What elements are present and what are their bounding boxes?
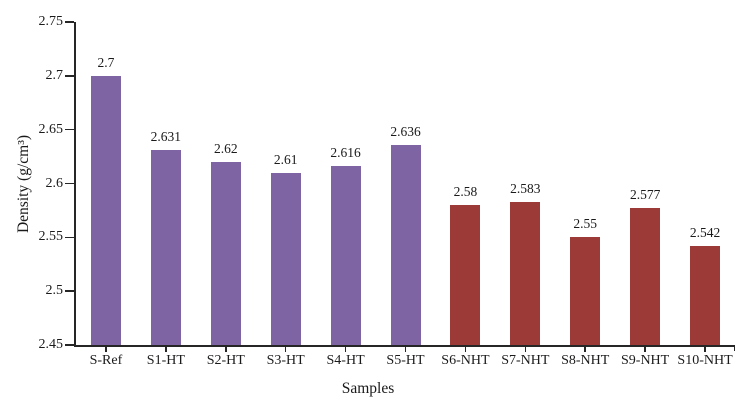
y-axis-tick — [65, 21, 74, 23]
bar — [510, 201, 541, 345]
bar-value-label: 2.583 — [510, 180, 541, 196]
bar — [150, 150, 181, 345]
y-axis-tick — [65, 290, 74, 292]
x-axis-tick-label: S6-NHT — [441, 353, 490, 368]
bar-value-label: 2.62 — [213, 140, 238, 156]
y-axis-tick-label: 2.45 — [38, 337, 64, 352]
bar — [570, 237, 601, 345]
y-axis-tick-label: 2.55 — [38, 229, 64, 245]
y-axis-tick — [65, 182, 74, 185]
x-axis-tick — [584, 347, 586, 352]
bar — [270, 172, 301, 345]
bar-value-label: 2.616 — [330, 145, 361, 161]
bar-value-label: 2.577 — [629, 187, 661, 203]
y-axis-tick-label: 2.6 — [45, 175, 64, 191]
x-axis-tick — [284, 347, 287, 352]
bar-value-label: 2.61 — [273, 151, 298, 167]
x-axis-tick — [524, 347, 527, 352]
y-axis-line — [74, 22, 76, 347]
y-axis-tick — [65, 344, 74, 346]
bar — [450, 205, 481, 345]
y-axis-tick-label: 2.5 — [45, 283, 64, 299]
y-axis-tick-label: 2.65 — [38, 121, 64, 137]
x-axis-tick-label: S2-HT — [206, 353, 245, 368]
y-axis-tick — [65, 75, 74, 77]
x-axis-tick-label: S5-HT — [386, 353, 425, 368]
y-axis-tick-label: 2.7 — [45, 67, 64, 83]
y-axis-tick — [65, 128, 74, 131]
bar-value-label: 2.7 — [97, 54, 115, 70]
x-axis-tick — [464, 347, 467, 352]
bar-value-label: 2.58 — [453, 184, 478, 200]
y-axis-tick-label: 2.75 — [38, 14, 64, 29]
x-axis-tick-label: S-Ref — [89, 353, 123, 368]
bar — [330, 166, 361, 345]
x-axis-tick — [644, 347, 646, 352]
bar-value-label: 2.542 — [689, 224, 721, 240]
x-axis-tick-label: S4-HT — [326, 353, 365, 368]
bar — [390, 144, 421, 345]
x-axis-tick-label: S9-NHT — [621, 353, 670, 368]
x-axis-tick-label: S10-NHT — [677, 353, 733, 368]
bar — [630, 208, 661, 345]
x-axis-tick-label: S1-HT — [146, 353, 185, 368]
bar — [90, 75, 121, 345]
x-axis-tick-label: S7-NHT — [501, 353, 550, 368]
bar — [690, 245, 721, 345]
x-axis-tick — [704, 347, 706, 352]
x-axis-tick — [105, 347, 107, 352]
bar-value-label: 2.636 — [390, 123, 421, 139]
x-axis-line — [74, 345, 735, 347]
x-axis-tick-label: S8-NHT — [561, 353, 610, 368]
x-axis-tick — [225, 347, 227, 352]
x-axis-tick — [165, 347, 167, 352]
x-axis-title: Samples — [341, 380, 395, 397]
y-axis-tick — [65, 236, 74, 239]
x-axis-tick — [404, 347, 407, 352]
bar-value-label: 2.55 — [573, 216, 598, 232]
bar — [210, 161, 241, 345]
x-axis-end-tick — [733, 345, 735, 351]
bar-value-label: 2.631 — [150, 129, 182, 145]
x-axis-tick-label: S3-HT — [266, 353, 305, 368]
x-axis-tick — [344, 347, 347, 352]
